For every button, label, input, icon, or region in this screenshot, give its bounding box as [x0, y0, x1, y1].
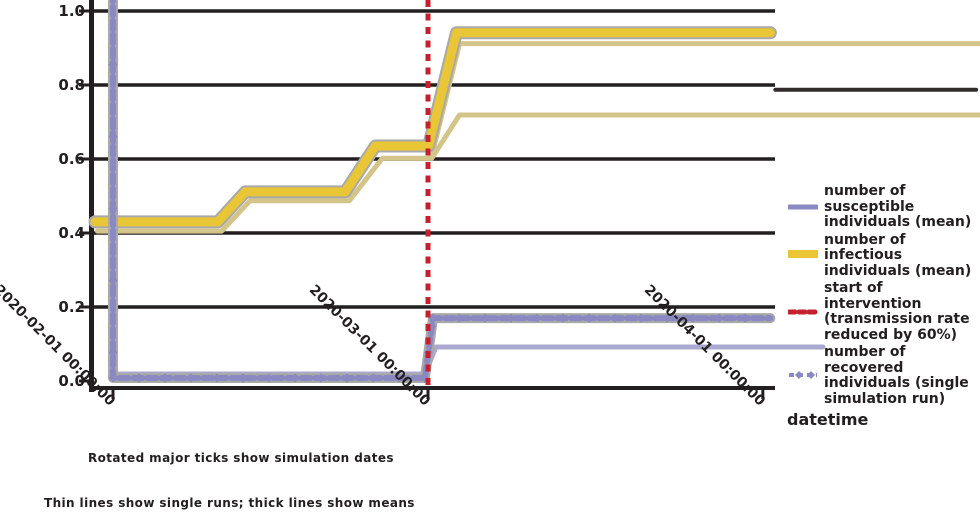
legend-entry-3: start of intervention (transmission rate…	[786, 280, 980, 343]
infectious-mean-line	[90, 28, 775, 227]
diamond-marker	[740, 313, 750, 323]
diamond-marker	[584, 313, 594, 323]
y-tick-label: 1.0	[58, 2, 85, 20]
diamond-marker	[238, 373, 248, 383]
diamond-marker	[714, 313, 724, 323]
diamond-marker	[264, 373, 274, 383]
dashed-purple-markers-swatch-icon	[788, 367, 818, 386]
diamond-marker	[532, 313, 542, 323]
diamond-marker	[212, 373, 222, 383]
y-tick-label: 0.2	[58, 298, 85, 316]
y-tick-label: 0.6	[58, 150, 85, 168]
diamond-marker	[480, 313, 490, 323]
legend-label: number of susceptible individuals (mean)	[824, 183, 972, 230]
diamond-marker	[108, 204, 118, 213]
diamond-marker	[108, 132, 118, 141]
diamond-marker	[688, 313, 698, 323]
diamond-marker	[160, 373, 170, 383]
caption-line-1: Rotated major ticks show simulation date…	[88, 451, 394, 465]
legend-label: number of recovered individuals (single …	[824, 344, 969, 407]
diamond-marker	[636, 313, 646, 323]
diamond-marker	[558, 313, 568, 323]
y-tick-label: 0.0	[58, 372, 85, 390]
diamond-marker	[186, 373, 196, 383]
diamond-marker	[454, 313, 464, 323]
legend-label: start of intervention (transmission rate…	[824, 280, 970, 343]
single-run-lower-line	[429, 112, 980, 161]
y-tick-label: 0.8	[58, 76, 85, 94]
diamond-marker	[108, 60, 118, 69]
legend-entry-1: number of susceptible individuals (mean)	[786, 183, 980, 231]
x-axis-title: datetime	[787, 410, 869, 429]
diamond-marker	[342, 373, 352, 383]
caption-line-2: Thin lines show single runs; thick lines…	[44, 496, 415, 510]
diamond-marker	[506, 313, 516, 323]
diamond-marker	[316, 373, 326, 383]
legend-label: number of infectious individuals (mean)	[824, 231, 972, 279]
solid-purple-swatch-icon	[786, 198, 820, 217]
diamond-marker	[290, 373, 300, 383]
diamond-marker	[368, 373, 378, 383]
diamond-marker	[108, 276, 118, 285]
legend: number of susceptible individuals (mean)…	[785, 183, 980, 407]
diamond-marker	[428, 313, 438, 323]
diamond-marker	[610, 313, 620, 323]
diamond-marker	[394, 373, 404, 383]
legend-entry-2: number of infectious individuals (mean)	[785, 231, 980, 280]
diamond-marker	[108, 348, 118, 357]
y-axis-spine	[89, 0, 94, 392]
diamond-marker	[662, 313, 672, 323]
diamond-marker	[108, 373, 118, 383]
x-axis-spine	[89, 386, 775, 390]
diamond-marker	[134, 373, 144, 383]
legend-entry-4: number of recovered individuals (single …	[788, 344, 980, 407]
dashed-red-swatch-icon	[786, 303, 820, 322]
solid-yellow-swatch-icon	[785, 246, 821, 265]
y-tick-label: 0.4	[58, 224, 85, 242]
